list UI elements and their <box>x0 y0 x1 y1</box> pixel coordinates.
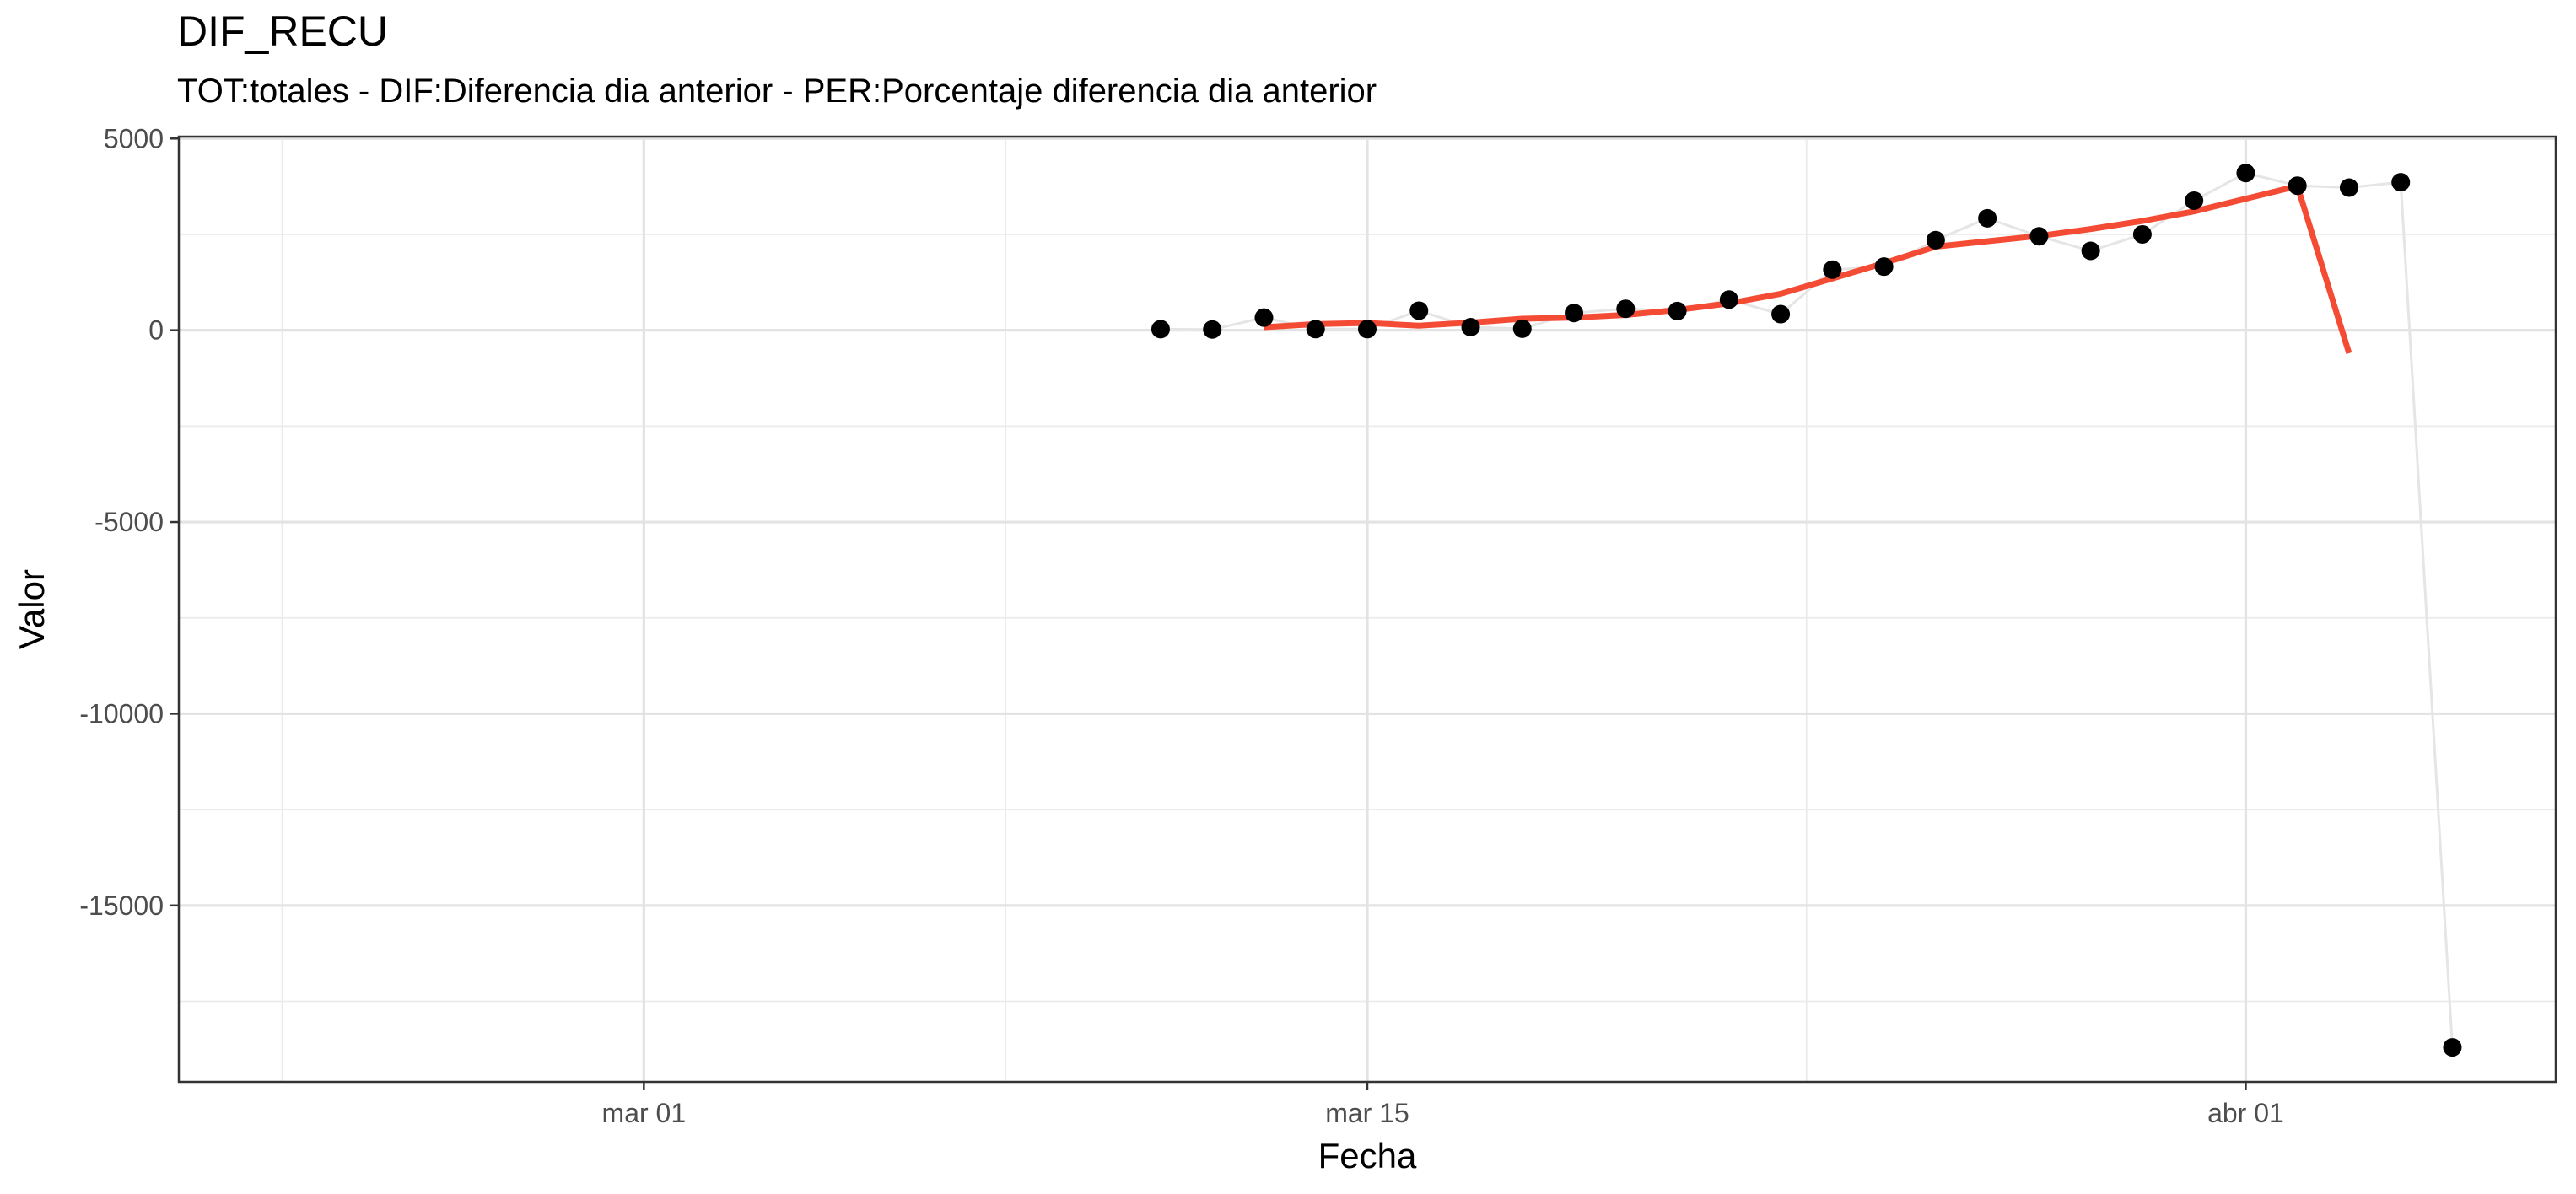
y-tick-label: 0 <box>148 315 164 346</box>
data-point <box>2185 191 2204 210</box>
data-point <box>1512 319 1532 338</box>
x-axis-ticks: mar 01 mar 15 abr 01 <box>602 1082 2284 1128</box>
data-points <box>1151 164 2462 1057</box>
x-axis-title: Fecha <box>1318 1136 1417 1175</box>
data-point <box>1926 230 1945 250</box>
data-point <box>2029 227 2049 246</box>
data-point <box>1254 308 1274 327</box>
y-tick-label: -15000 <box>79 890 164 921</box>
data-point <box>1409 301 1429 320</box>
data-point <box>1874 257 1894 277</box>
data-point <box>1565 304 1584 323</box>
grid-lines <box>179 137 2556 1082</box>
data-point <box>1771 304 1791 324</box>
y-tick-label: 5000 <box>104 123 164 153</box>
y-tick-label: -5000 <box>94 507 164 537</box>
data-point <box>1616 299 1636 319</box>
y-axis-title: Valor <box>12 569 51 649</box>
data-point <box>1461 318 1480 337</box>
trend-line-layer <box>1264 183 2352 354</box>
trend-line <box>1264 183 2352 354</box>
data-point <box>1358 320 1377 339</box>
data-point <box>1719 290 1738 309</box>
x-tick-label: abr 01 <box>2207 1098 2284 1128</box>
data-point <box>2339 178 2358 197</box>
data-point <box>2288 176 2307 196</box>
x-tick-label: mar 15 <box>1325 1098 1409 1128</box>
data-point <box>1823 260 1842 279</box>
y-axis-ticks: 5000 0 -5000 -10000 -15000 <box>79 123 179 921</box>
x-tick-label: mar 01 <box>602 1098 687 1128</box>
data-point <box>2443 1038 2462 1057</box>
y-tick-label: -10000 <box>79 698 164 729</box>
chart-subtitle: TOT:totales - DIF:Diferencia dia anterio… <box>177 73 1377 110</box>
data-point <box>2081 241 2100 261</box>
data-point <box>1151 320 1170 339</box>
data-point <box>2391 173 2411 192</box>
data-point <box>2236 164 2255 183</box>
data-point <box>2132 224 2152 244</box>
data-point <box>1306 320 1325 339</box>
data-point <box>1668 301 1687 320</box>
chart-title: DIF_RECU <box>177 8 389 55</box>
data-point <box>1203 320 1222 339</box>
data-point <box>1978 208 1997 228</box>
